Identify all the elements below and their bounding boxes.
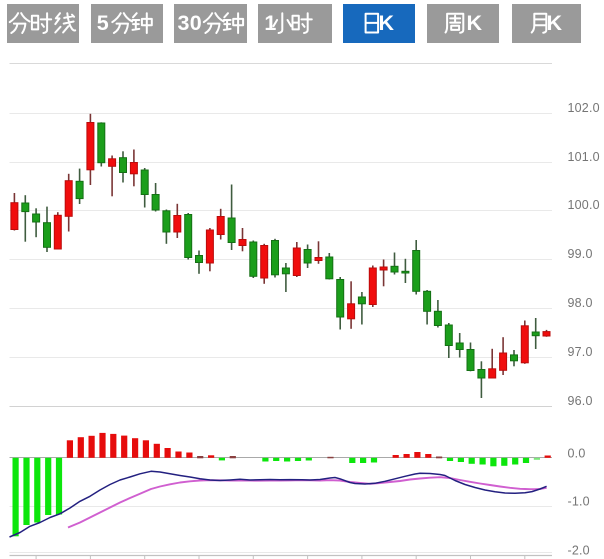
svg-text:101.0: 101.0 — [568, 150, 600, 164]
svg-text:-1.0: -1.0 — [568, 495, 590, 509]
svg-text:K: K — [378, 11, 394, 35]
svg-text:K: K — [466, 11, 482, 35]
svg-text:K: K — [546, 11, 562, 35]
svg-text:0: 0 — [190, 11, 202, 35]
svg-text:96.0: 96.0 — [568, 394, 593, 408]
svg-text:98.0: 98.0 — [568, 296, 593, 310]
svg-text:5: 5 — [97, 11, 109, 35]
svg-text:0.0: 0.0 — [568, 447, 586, 461]
svg-text:97.0: 97.0 — [568, 345, 593, 359]
svg-text:102.0: 102.0 — [568, 101, 600, 115]
svg-text:100.0: 100.0 — [568, 198, 600, 212]
svg-text:3: 3 — [178, 11, 190, 35]
svg-text:-2.0: -2.0 — [568, 544, 590, 558]
svg-text:99.0: 99.0 — [568, 247, 593, 261]
svg-text:1: 1 — [264, 11, 276, 35]
